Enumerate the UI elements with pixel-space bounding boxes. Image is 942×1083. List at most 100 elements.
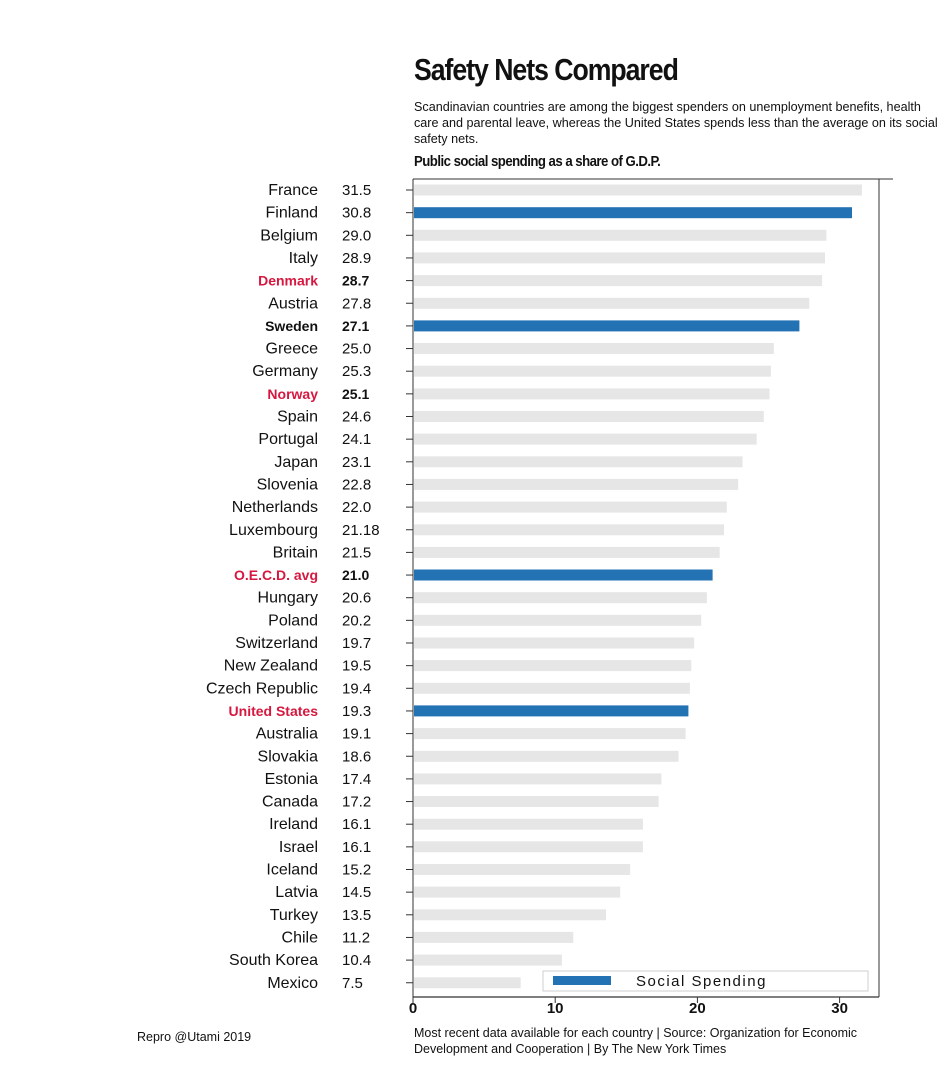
value-label-canada: 17.2 <box>342 794 371 811</box>
bar-ireland <box>414 818 643 830</box>
value-label-iceland: 15.2 <box>342 862 371 879</box>
value-label-slovakia: 18.6 <box>342 748 371 765</box>
bar-o-e-c-d-avg <box>414 569 713 581</box>
x-tick-label-0: 0 <box>409 1000 417 1017</box>
value-label-portugal: 24.1 <box>342 431 371 448</box>
bar-iceland <box>414 864 631 875</box>
value-label-turkey: 13.5 <box>342 907 371 924</box>
bar-canada <box>414 796 659 807</box>
value-label-france: 31.5 <box>342 182 371 199</box>
value-label-germany: 25.3 <box>342 363 371 380</box>
bar-germany <box>414 365 771 377</box>
legend-frame <box>542 970 869 992</box>
chart-heading: Public social spending as a share of G.D… <box>414 153 661 170</box>
value-label-o-e-c-d-avg: 21.0 <box>342 567 369 583</box>
value-label-estonia: 17.4 <box>342 771 371 788</box>
bar-italy <box>414 252 825 264</box>
bar-france <box>414 184 862 196</box>
country-label-japan: Japan <box>274 454 318 471</box>
bar-austria <box>414 297 810 309</box>
country-label-poland: Poland <box>268 612 318 629</box>
country-label-norway: Norway <box>267 386 318 402</box>
legend: Social Spending <box>542 970 869 992</box>
bar-denmark <box>414 275 823 287</box>
value-label-finland: 30.8 <box>342 205 371 222</box>
country-label-britain: Britain <box>273 544 318 561</box>
country-label-austria: Austria <box>268 295 318 312</box>
country-label-latvia: Latvia <box>275 884 318 901</box>
country-label-denmark: Denmark <box>258 273 318 289</box>
country-label-australia: Australia <box>256 726 318 743</box>
value-label-poland: 20.2 <box>342 612 371 629</box>
labels-layer: France 31.5 Finland 30.8 Belgium 29.0 Italy 28.… <box>206 182 380 992</box>
value-label-chile: 11.2 <box>342 929 370 946</box>
value-label-latvia: 14.5 <box>342 884 371 901</box>
country-label-estonia: Estonia <box>265 771 318 788</box>
country-label-israel: Israel <box>279 839 318 856</box>
bar-luxembourg <box>414 524 724 536</box>
country-label-italy: Italy <box>289 250 318 267</box>
country-label-greece: Greece <box>266 341 319 358</box>
value-label-spain: 24.6 <box>342 409 371 426</box>
bar-latvia <box>414 886 621 898</box>
value-label-australia: 19.1 <box>342 726 371 743</box>
axes-layer: 0 10 20 30 <box>406 178 893 1017</box>
bar-sweden <box>414 320 800 332</box>
country-label-turkey: Turkey <box>270 907 318 924</box>
bar-finland <box>414 207 852 219</box>
bar-chart: France 31.5 Finland 30.8 Belgium 29.0 Italy 28.… <box>206 178 893 1017</box>
bar-united-states <box>414 705 689 717</box>
value-label-japan: 23.1 <box>342 454 371 471</box>
value-label-mexico: 7.5 <box>342 975 363 992</box>
source-text: Most recent data available for each coun… <box>414 1026 858 1056</box>
bar-greece <box>414 343 774 354</box>
country-label-spain: Spain <box>277 409 318 426</box>
value-label-new-zealand: 19.5 <box>342 658 371 675</box>
bar-norway <box>414 388 770 400</box>
country-label-iceland: Iceland <box>266 862 318 879</box>
value-label-greece: 25.0 <box>342 341 371 358</box>
bar-slovakia <box>414 750 679 762</box>
value-label-belgium: 29.0 <box>342 227 371 244</box>
value-label-norway: 25.1 <box>342 386 369 402</box>
value-label-austria: 27.8 <box>342 295 371 312</box>
value-label-hungary: 20.6 <box>342 590 371 607</box>
bar-new-zealand <box>414 660 692 672</box>
bar-estonia <box>414 773 662 785</box>
value-label-sweden: 27.1 <box>342 318 369 334</box>
bar-portugal <box>414 433 757 445</box>
bar-australia <box>414 728 686 740</box>
page-title: Safety Nets Compared <box>414 52 679 87</box>
value-label-switzerland: 19.7 <box>342 635 371 652</box>
country-label-belgium: Belgium <box>260 227 318 244</box>
bar-britain <box>414 546 720 558</box>
bar-spain <box>414 411 764 422</box>
country-label-o-e-c-d-avg: O.E.C.D. avg <box>234 567 318 583</box>
country-label-portugal: Portugal <box>258 431 318 448</box>
country-label-switzerland: Switzerland <box>235 635 318 652</box>
value-label-slovenia: 22.8 <box>342 476 371 493</box>
country-label-canada: Canada <box>262 794 318 811</box>
legend-swatch <box>553 976 611 985</box>
bar-turkey <box>414 909 606 921</box>
value-label-luxembourg: 21.18 <box>342 522 380 539</box>
value-label-denmark: 28.7 <box>342 273 369 289</box>
bar-netherlands <box>414 501 727 513</box>
value-label-netherlands: 22.0 <box>342 499 371 516</box>
bar-chile <box>414 931 574 943</box>
country-label-ireland: Ireland <box>269 816 318 833</box>
country-label-sweden: Sweden <box>265 318 318 334</box>
country-label-germany: Germany <box>252 363 318 380</box>
bar-poland <box>414 614 702 626</box>
value-label-israel: 16.1 <box>342 839 371 856</box>
legend-entry-social-spending: Social Spending <box>636 973 767 990</box>
bar-south-korea <box>414 954 562 966</box>
x-tick-label-30: 30 <box>831 1000 848 1017</box>
country-label-france: France <box>268 182 318 199</box>
country-label-united-states: United States <box>229 703 319 719</box>
x-tick-label-10: 10 <box>547 1000 564 1017</box>
bar-mexico <box>414 977 521 989</box>
country-label-slovenia: Slovenia <box>257 476 318 493</box>
bars-layer <box>414 184 862 989</box>
bar-switzerland <box>414 637 695 649</box>
